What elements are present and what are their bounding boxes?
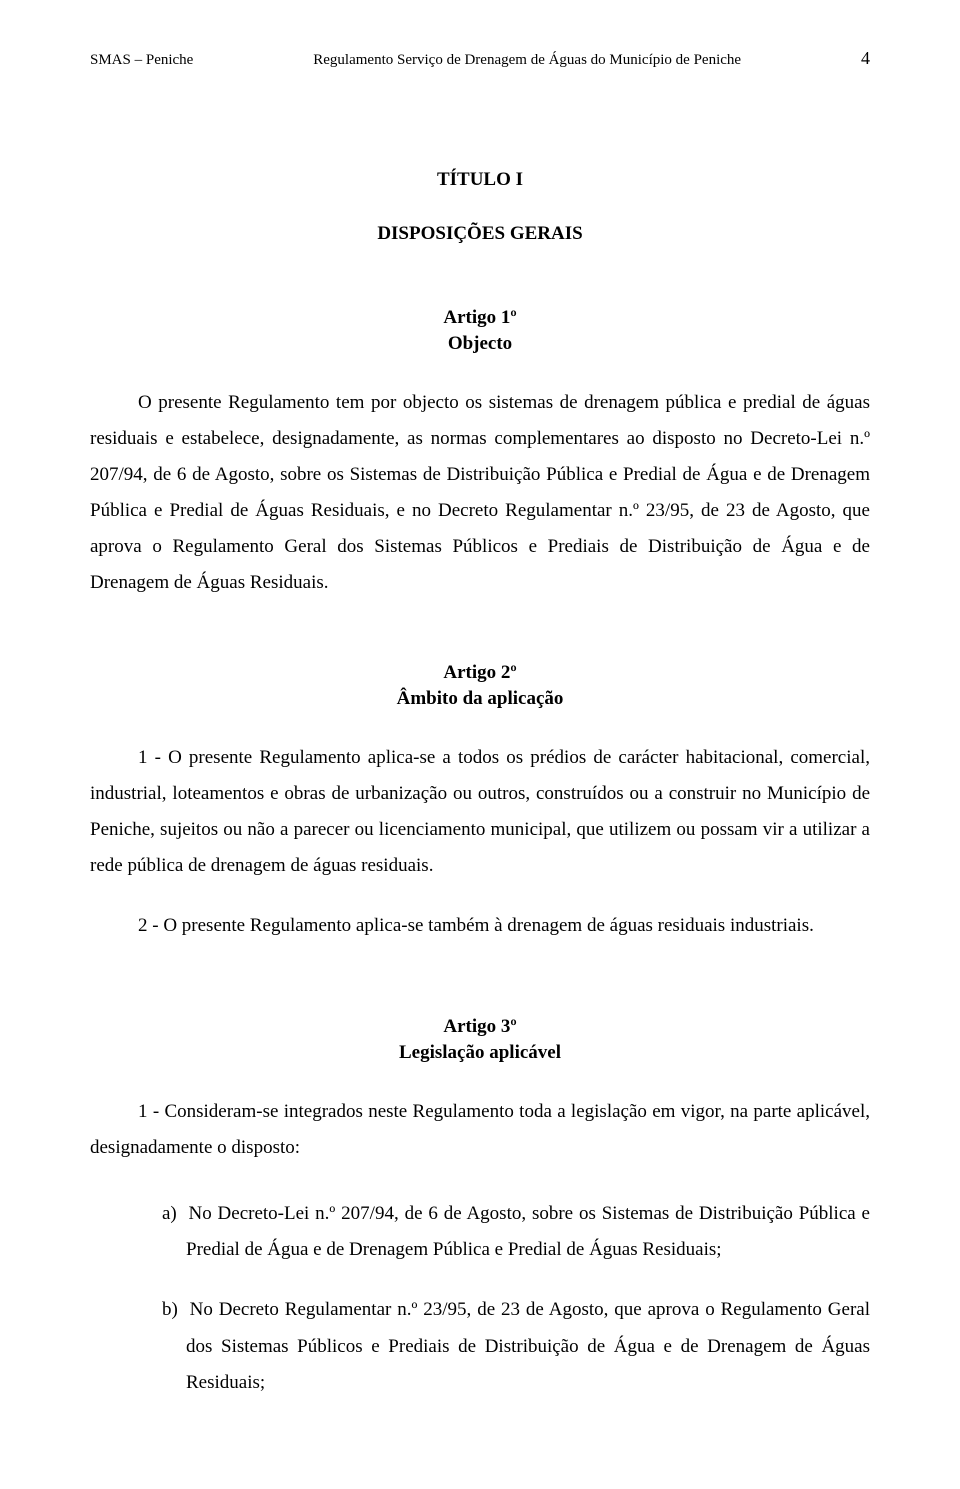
article-3-subtitle: Legislação aplicável [90,1042,870,1064]
article-3-heading: Artigo 3º [90,1016,870,1038]
article-1-subtitle: Objecto [90,333,870,355]
header-organization: SMAS – Peniche [90,52,193,69]
header-page-number: 4 [861,48,870,69]
article-1-body: O presente Regulamento tem por objecto o… [90,385,870,602]
title-main: TÍTULO I [90,169,870,191]
article-2-subtitle: Âmbito da aplicação [90,688,870,710]
article-3-item-b: b) No Decreto Regulamentar n.º 23/95, de… [90,1292,870,1400]
article-2-paragraph-1: 1 - O presente Regulamento aplica-se a t… [90,740,870,884]
header-document-title: Regulamento Serviço de Drenagem de Águas… [193,52,861,69]
title-subtitle: DISPOSIÇÕES GERAIS [90,223,870,245]
article-3-item-a: a) No Decreto-Lei n.º 207/94, de 6 de Ag… [90,1196,870,1268]
article-2-paragraph-2: 2 - O presente Regulamento aplica-se tam… [90,908,870,944]
article-1-heading: Artigo 1º [90,307,870,329]
article-2-heading: Artigo 2º [90,662,870,684]
page-header: SMAS – Peniche Regulamento Serviço de Dr… [90,48,870,69]
article-3-paragraph-1: 1 - Consideram-se integrados neste Regul… [90,1094,870,1166]
